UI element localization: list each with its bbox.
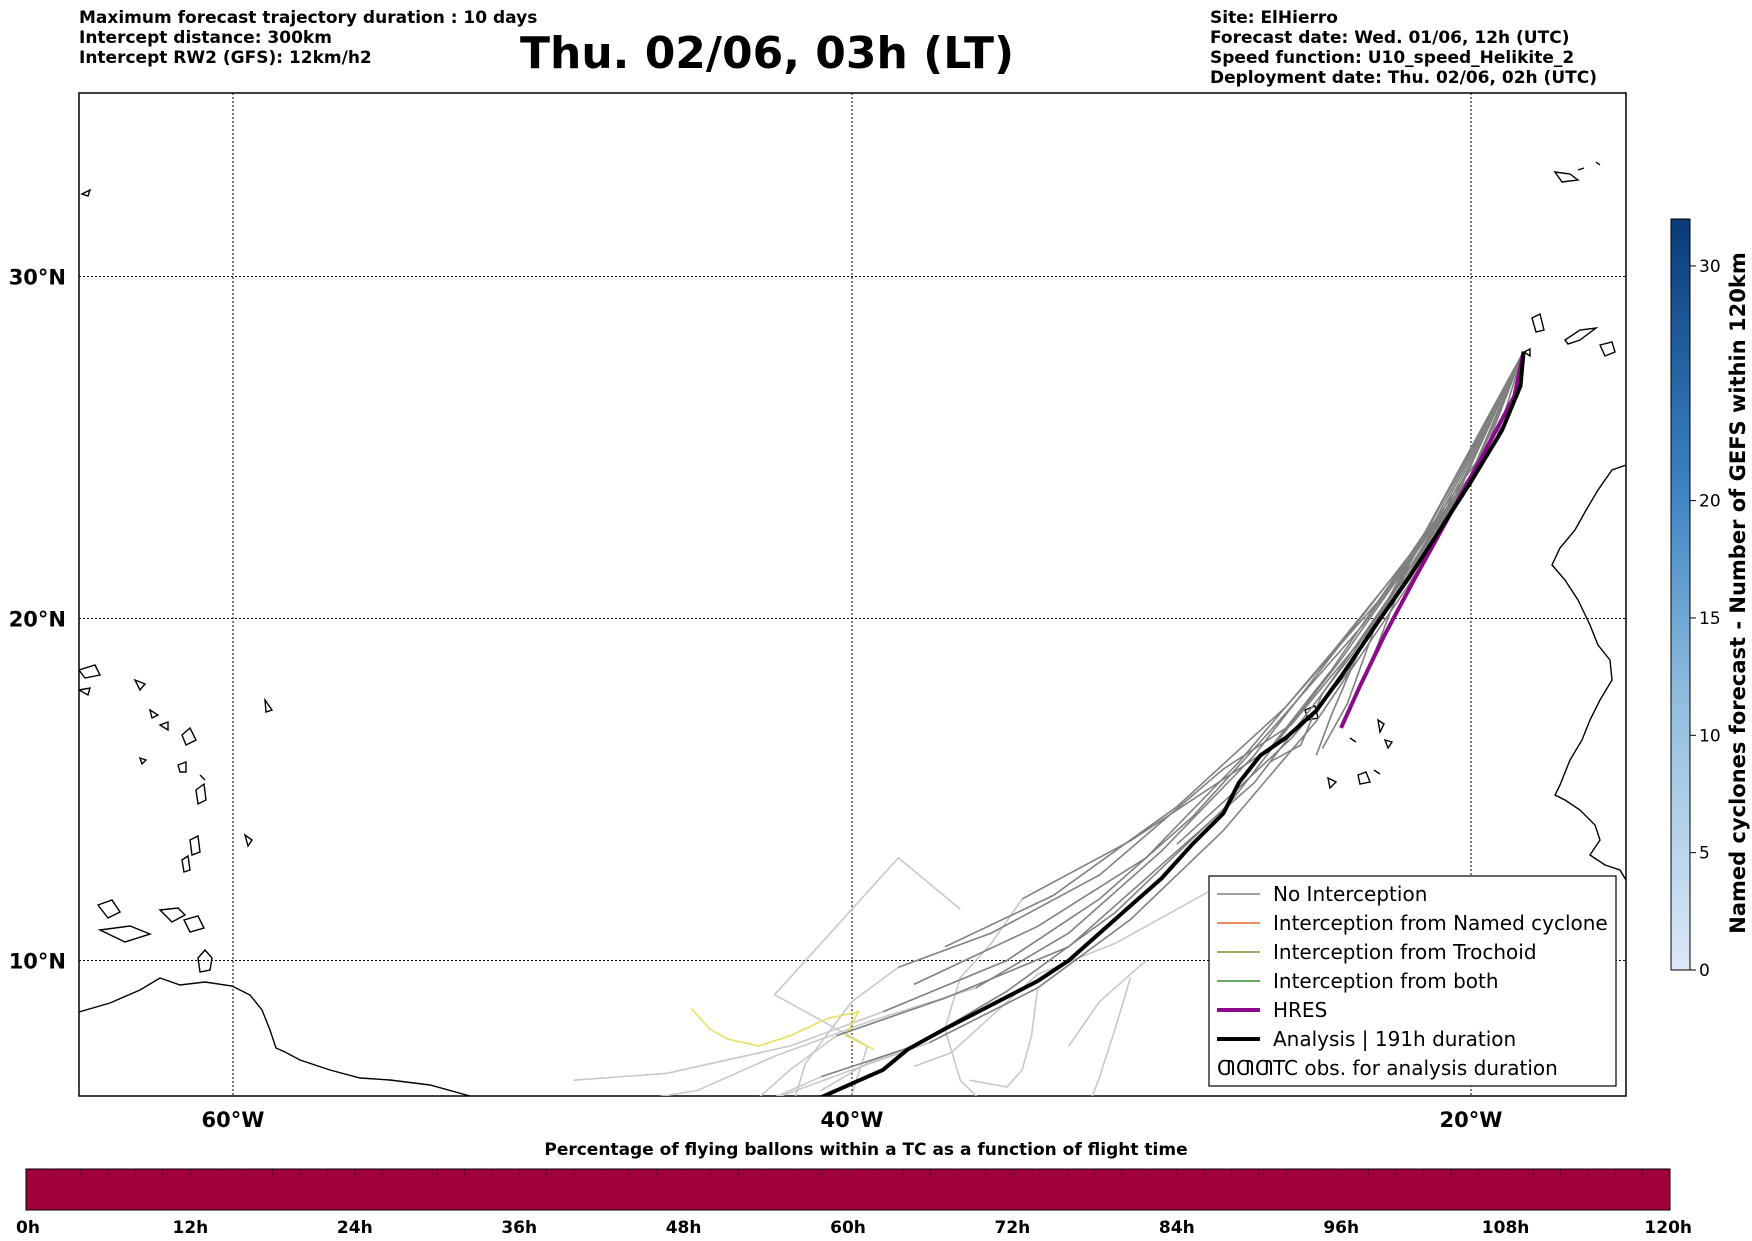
caribbean-island-group [96, 899, 206, 943]
intercept-rw2-text: Intercept RW2 (GFS): 12km/h2 [79, 48, 372, 68]
lesser-antilles [177, 726, 253, 873]
caribbean-north-islands [79, 664, 274, 781]
legend-label: Interception from both [1273, 969, 1499, 993]
time-tick-label: 48h [666, 1218, 702, 1238]
colorbar-tick-label: 20 [1699, 492, 1721, 512]
madeira-islands [1553, 161, 1601, 183]
yellow-line [690, 1007, 875, 1051]
ensemble-line [913, 351, 1525, 986]
faded-line [775, 1076, 822, 1096]
lon-tick-label: 40°W [821, 1108, 884, 1132]
time-tick-label: 72h [995, 1218, 1031, 1238]
max-duration-text: Maximum forecast trajectory duration : 1… [79, 8, 538, 28]
header-left: Maximum forecast trajectory duration : 1… [79, 8, 537, 68]
colorbar-label: Named cyclones forecast - Number of GEFS… [1726, 252, 1750, 933]
right-colorbar: 0 5 10 15 20 30 Named cyclones forecast - Num… [1670, 218, 1750, 981]
bottom-bar-fill [25, 1168, 1671, 1211]
lon-tick-label: 60°W [202, 1108, 265, 1132]
canary-islands [1522, 312, 1616, 358]
legend-label: Interception from Trochoid [1273, 940, 1537, 964]
bottom-bar-segments [53, 1169, 1643, 1175]
lat-tick-label: 10°N [9, 950, 66, 974]
time-tick-label: 96h [1323, 1218, 1359, 1238]
faded-line [913, 891, 1209, 1068]
faded-line [759, 1035, 837, 1096]
colorbar-tick-label: 10 [1699, 726, 1721, 746]
time-tick-label: 0h [16, 1218, 40, 1238]
faded-line [969, 987, 1039, 1088]
lat-tick-label: 20°N [9, 608, 66, 632]
bottom-bar: Percentage of flying ballons within a TC… [16, 1140, 1692, 1238]
time-tick-label: 84h [1159, 1218, 1195, 1238]
bottom-bar-ticks: 0h 12h 24h 36h 48h 60h 72h 84h 96h 108h 120h [16, 1218, 1692, 1238]
page-title: Thu. 02/06, 03h (LT) [520, 28, 1015, 79]
ensemble-line [975, 351, 1525, 989]
colorbar-tick-label: 15 [1699, 609, 1721, 629]
lon-tick-label: 20°W [1440, 1108, 1503, 1132]
legend-box [1208, 875, 1617, 1087]
africa-coast [1551, 464, 1626, 881]
ensemble-line [1269, 351, 1525, 763]
legend-label: No Interception [1273, 882, 1427, 906]
faded-line [944, 898, 1023, 1096]
south-america-coast [79, 977, 471, 1096]
deployment-date-text: Deployment date: Thu. 02/06, 02h (UTC) [1210, 68, 1597, 88]
legend-label: Interception from Named cyclone [1273, 911, 1608, 935]
lat-tick-label: 30°N [9, 266, 66, 290]
colorbar-tick-label: 0 [1699, 961, 1710, 981]
legend-label: TC obs. for analysis duration [1272, 1056, 1558, 1080]
trinidad-island [197, 948, 213, 973]
faded-trajectories [573, 856, 1209, 1096]
latitude-labels: 30°N 20°N 10°N [9, 266, 66, 974]
bermuda-island [80, 188, 92, 197]
hres-line [1339, 351, 1526, 729]
time-tick-label: 12h [173, 1218, 209, 1238]
ensemble-line [898, 351, 1525, 969]
analysis-line [818, 351, 1526, 1096]
intercept-distance-text: Intercept distance: 300km [79, 28, 332, 48]
faded-line [778, 1041, 930, 1096]
legend-label: HRES [1273, 998, 1327, 1022]
hres-trajectory [1339, 351, 1526, 729]
colorbar-tick-label: 5 [1699, 844, 1710, 864]
colorbar-tick-label: 30 [1699, 257, 1721, 277]
site-text: Site: ElHierro [1210, 8, 1338, 28]
forecast-date-text: Forecast date: Wed. 01/06, 12h (UTC) [1210, 28, 1570, 48]
faded-line [658, 987, 977, 1096]
faded-line [794, 966, 899, 1096]
faded-line [1091, 977, 1132, 1096]
analysis-trajectory [818, 351, 1526, 1096]
legend-label: Analysis | 191h duration [1273, 1027, 1516, 1051]
faded-line [773, 856, 961, 1095]
tc-obs-symbol: ƢƢƢ [1217, 1056, 1274, 1080]
longitude-labels: 60°W 40°W 20°W [202, 1108, 1503, 1132]
bottom-bar-title: Percentage of flying ballons within a TC… [544, 1140, 1187, 1160]
time-tick-label: 108h [1482, 1218, 1530, 1238]
speed-function-text: Speed function: U10_speed_Helikite_2 [1210, 48, 1575, 68]
header-right: Site: ElHierro Forecast date: Wed. 01/06… [1210, 8, 1597, 88]
time-tick-label: 24h [337, 1218, 373, 1238]
time-tick-label: 60h [830, 1218, 866, 1238]
time-tick-label: 120h [1644, 1218, 1692, 1238]
time-tick-label: 36h [501, 1218, 537, 1238]
faded-line [1068, 959, 1147, 1047]
legend: No Interception Interception from Named c… [1208, 875, 1617, 1087]
colorbar-gradient [1670, 218, 1691, 971]
